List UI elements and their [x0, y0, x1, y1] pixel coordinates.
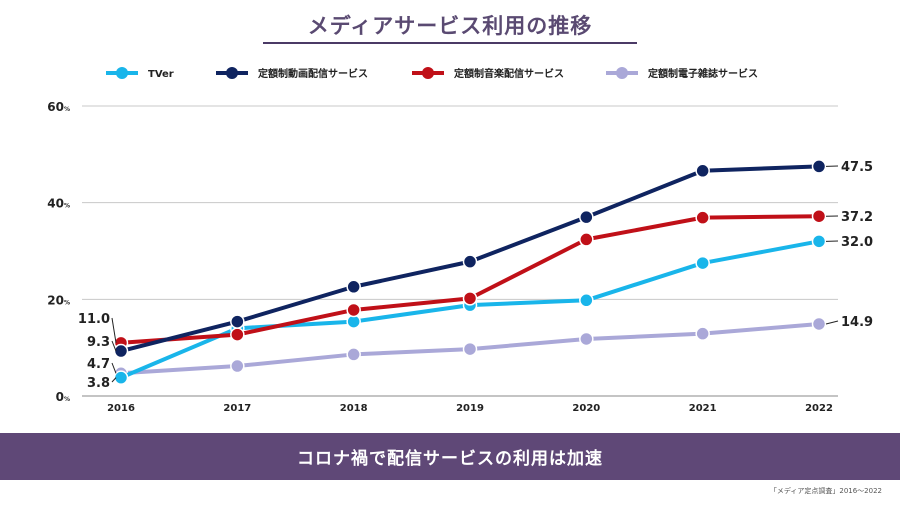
line-chart: 0% 20% 40% 60% 2016 2017 2018 2019 2020 2021 2022 T…: [47, 67, 873, 414]
data-label: 3.8: [87, 376, 110, 391]
leader-line: [825, 320, 839, 325]
legend-label: 定額制電子雑誌サービス: [648, 67, 758, 80]
legend-label: 定額制音楽配信サービス: [454, 67, 564, 80]
summary-banner: コロナ禍で配信サービスの利用は加速: [0, 433, 900, 480]
legend-swatch-marker: [422, 67, 434, 79]
data-point: [811, 234, 827, 249]
x-tick-label: 2017: [223, 403, 251, 414]
data-label: 32.0: [841, 235, 873, 250]
data-point: [230, 358, 245, 374]
data-point: [695, 255, 710, 271]
data-label: 11.0: [78, 312, 110, 327]
data-point: [346, 347, 361, 362]
y-tick-unit: %: [64, 299, 70, 306]
chart-title: メディアサービス利用の推移: [307, 14, 593, 38]
x-tick-label: 2021: [689, 403, 717, 414]
data-point: [811, 208, 827, 224]
data-point: [462, 254, 478, 269]
data-point: [579, 209, 594, 225]
legend-swatch-marker: [226, 67, 238, 79]
data-point: [811, 316, 827, 332]
title-underline: [263, 42, 637, 44]
data-label: 14.9: [841, 315, 873, 330]
data-point: [695, 210, 710, 225]
y-tick-unit: %: [64, 203, 70, 210]
data-point: [695, 326, 710, 341]
leader-line: [111, 317, 117, 343]
data-point: [113, 370, 129, 385]
data-point: [579, 293, 594, 308]
x-tick-label: 2020: [572, 403, 600, 414]
x-tick-label: 2016: [107, 403, 135, 414]
data-label: 37.2: [841, 210, 873, 225]
legend-swatch-marker: [116, 67, 128, 79]
data-point: [695, 163, 710, 179]
x-tick-label: 2018: [340, 403, 368, 414]
x-tick-label: 2022: [805, 403, 833, 414]
y-tick-label: 40%: [47, 197, 70, 211]
legend-swatch-marker: [616, 67, 628, 79]
data-point: [346, 302, 361, 318]
data-label: 9.3: [87, 335, 110, 350]
data-point: [462, 341, 478, 357]
data-point: [230, 327, 245, 342]
data-point: [346, 279, 361, 295]
banner-text: コロナ禍で配信サービスの利用は加速: [297, 449, 603, 469]
legend-label: TVer: [148, 69, 174, 80]
source-note: 「メディア定点調査」2016～2022: [769, 487, 882, 495]
leader-line: [111, 362, 117, 374]
data-point: [579, 331, 594, 347]
data-point: [113, 343, 129, 359]
data-label: 47.5: [841, 160, 873, 175]
leader-line: [111, 340, 117, 352]
data-point: [230, 314, 245, 329]
leader-line: [111, 377, 117, 383]
data-point: [462, 291, 478, 306]
x-tick-label: 2019: [456, 403, 484, 414]
y-tick-label: 0%: [56, 390, 70, 404]
y-tick-unit: %: [64, 106, 70, 113]
y-tick-label: 60%: [47, 100, 70, 114]
data-label: 4.7: [87, 357, 110, 372]
data-point: [811, 159, 827, 174]
y-tick-label: 20%: [47, 293, 70, 307]
y-tick-unit: %: [64, 396, 70, 403]
data-point: [579, 232, 594, 247]
legend-label: 定額制動画配信サービス: [258, 67, 368, 80]
